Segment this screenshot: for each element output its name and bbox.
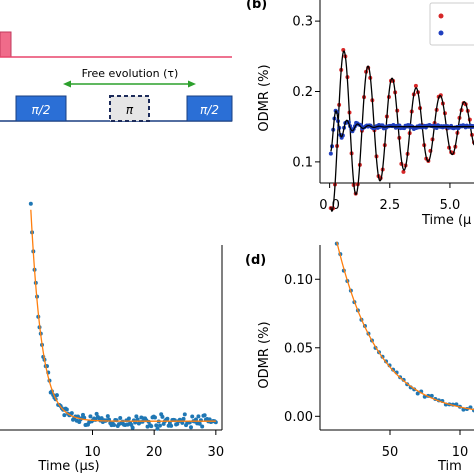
- plot-b-ylabel: ODMR (%): [257, 64, 272, 131]
- data-point: [28, 201, 33, 206]
- y-tick-label: 0.1: [292, 155, 313, 170]
- data-point: [54, 393, 59, 398]
- free-evolution-arrow-left-head: [63, 80, 71, 88]
- fit-line: [330, 50, 474, 213]
- pulse-sequence-panel: Free evolution (τ) π/2 π π/2: [0, 31, 233, 122]
- plot-b-legend-marker-red: [438, 13, 444, 19]
- data-point: [149, 424, 154, 429]
- y-tick-label: 0.3: [292, 15, 313, 30]
- data-point: [154, 423, 159, 428]
- data-point: [130, 425, 135, 430]
- data-point: [165, 416, 170, 421]
- y-tick-label: 0.10: [284, 273, 313, 288]
- data-point: [94, 411, 99, 416]
- plot-c-marks: 10 20 30: [28, 201, 225, 460]
- y-tick-label: 0.2: [292, 85, 313, 100]
- data-point: [182, 412, 187, 417]
- panel-label-b: (b): [246, 0, 267, 12]
- data-point: [200, 424, 205, 429]
- free-evolution-arrow-right-head: [188, 80, 196, 88]
- x-tick-label: 20: [146, 445, 163, 460]
- plot-c-axes: [0, 245, 223, 431]
- data-point: [157, 423, 162, 428]
- data-point: [189, 425, 193, 430]
- x-tick-label: 10: [452, 445, 469, 460]
- data-point: [413, 83, 418, 88]
- plot-d-xlabel: Tim: [437, 459, 462, 474]
- laser-pulse: [0, 31, 12, 58]
- panel-b: (b) 0.0 2.5 5.0 0.1 0.2 0.3 ODMR (%) Time (μ: [246, 0, 474, 228]
- data-point: [88, 414, 93, 419]
- plot-d-marks: 50 10 0.00 0.05 0.10: [284, 241, 474, 460]
- data-point: [401, 169, 406, 174]
- fit-line: [330, 110, 474, 152]
- data-point: [118, 415, 123, 420]
- data-point: [181, 416, 186, 421]
- fit-line: [336, 241, 474, 411]
- mw-pulse-pi-half-1: [15, 95, 67, 122]
- data-point: [196, 414, 201, 419]
- plot-b-xlabel: Time (μ: [421, 213, 471, 228]
- data-point: [155, 426, 160, 431]
- mw-pulse-pi-half-2-label: π/2: [200, 103, 219, 117]
- data-point: [64, 407, 69, 412]
- x-tick-label: 50: [382, 445, 399, 460]
- x-tick-label: 10: [84, 445, 101, 460]
- data-point: [190, 414, 195, 419]
- data-point: [69, 411, 74, 416]
- y-tick-label: 0.05: [284, 341, 313, 356]
- x-tick-label: 0.0: [319, 198, 340, 213]
- plot-b-legend-box: [429, 2, 474, 46]
- data-point: [112, 423, 117, 428]
- data-point: [429, 393, 434, 398]
- panel-c: 10 20 30 Time (μs): [0, 201, 225, 474]
- data-point: [62, 413, 67, 418]
- free-evolution-label: Free evolution (τ): [82, 67, 179, 80]
- data-point: [197, 421, 202, 426]
- plot-d-ylabel: ODMR (%): [257, 321, 272, 388]
- data-point: [202, 413, 207, 418]
- data-point: [328, 151, 333, 156]
- data-point: [193, 417, 198, 422]
- mw-pulse-pi-half-1-label: π/2: [32, 103, 51, 117]
- x-tick-label: 30: [208, 445, 225, 460]
- data-point: [105, 414, 110, 419]
- panel-d: (d) 50 10 0.00 0.05 0.10 ODMR (%) Tim: [245, 241, 474, 474]
- plot-d-axes: [319, 245, 474, 431]
- fit-line: [30, 209, 216, 422]
- plot-b-legend-marker-blue: [438, 30, 444, 36]
- y-tick-label: 0.00: [284, 410, 313, 425]
- mw-pulse-pi: [109, 95, 150, 122]
- data-point: [415, 391, 420, 396]
- data-point: [134, 414, 139, 419]
- plot-b-legend: [429, 2, 474, 46]
- panel-label-d: (d): [245, 253, 266, 268]
- plot-b-marks: 0.0 2.5 5.0 0.1 0.2 0.3: [292, 15, 474, 213]
- plot-c-xlabel: Time (μs): [37, 459, 99, 474]
- data-point: [160, 414, 165, 419]
- data-point: [169, 423, 174, 428]
- data-point: [126, 416, 131, 421]
- mw-pulse-pi-half-2: [186, 95, 233, 122]
- mw-pulse-pi-label: π: [126, 103, 134, 117]
- x-tick-label: 5.0: [440, 198, 461, 213]
- x-tick-label: 2.5: [379, 198, 400, 213]
- data-point: [152, 415, 157, 420]
